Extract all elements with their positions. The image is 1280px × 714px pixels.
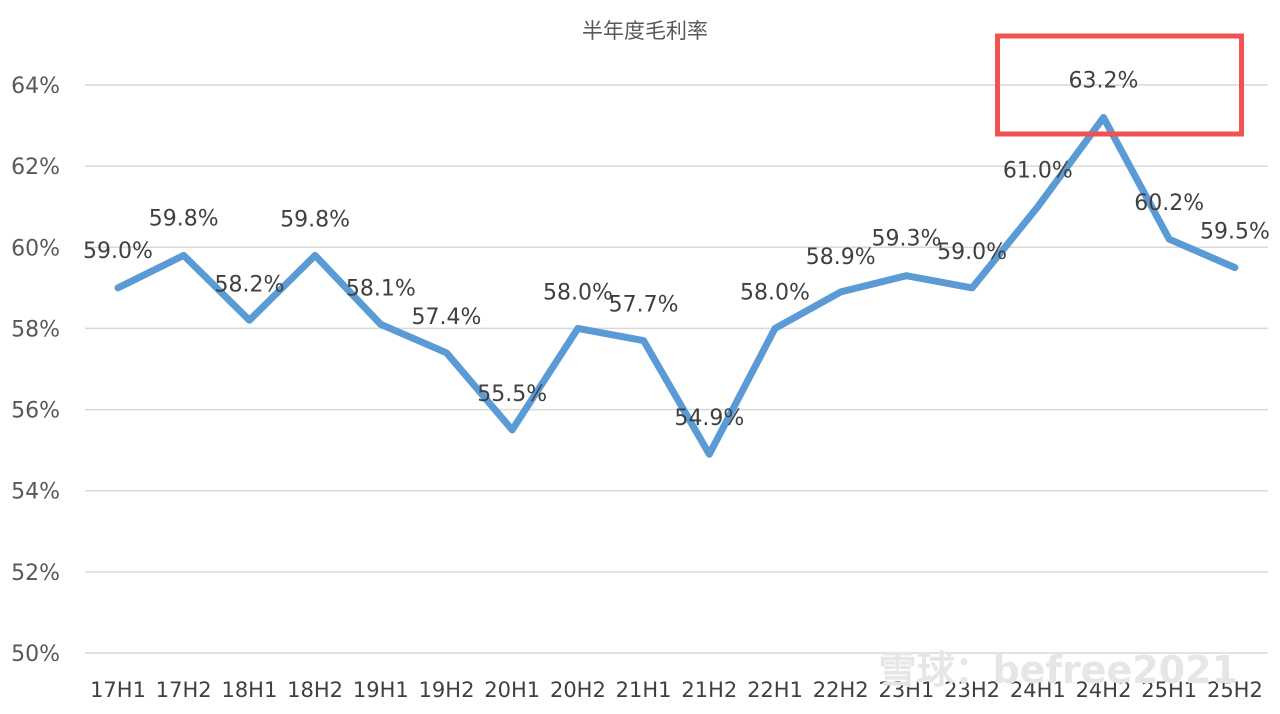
x-tick-label-17H2: 17H2	[156, 678, 212, 702]
x-axis-ticks: 17H1 17H2 18H1 18H2 19H1 19H2 20H1 20H2 21H1 21H2…	[90, 678, 1263, 702]
y-tick-label-54: 54%	[11, 480, 60, 505]
x-tick-label-24H1: 24H1	[1010, 678, 1066, 702]
x-tick-label-22H2: 22H2	[813, 678, 869, 702]
x-tick-label-19H1: 19H1	[353, 678, 409, 702]
x-tick-label-18H2: 18H2	[287, 678, 343, 702]
y-tick-label-52: 52%	[11, 561, 60, 586]
x-tick-label-21H1: 21H1	[616, 678, 672, 702]
watermark: 雪球：befree2021	[878, 648, 1238, 692]
data-label-22H2: 58.9%	[806, 245, 876, 270]
data-label-21H2: 54.9%	[674, 406, 744, 431]
data-label-17H1: 59.0%	[83, 239, 153, 264]
x-tick-label-23H2: 23H2	[944, 678, 1000, 702]
x-tick-label-17H1: 17H1	[90, 678, 146, 702]
data-labels: 59.0% 59.8% 58.2% 59.8% 58.1% 57.4% 55.5% 58.0%…	[83, 68, 1270, 431]
data-label-20H1: 55.5%	[477, 382, 547, 407]
y-tick-label-58: 58%	[11, 317, 60, 342]
data-label-19H1: 58.1%	[346, 276, 416, 301]
x-tick-label-24H2: 24H2	[1076, 678, 1132, 702]
y-tick-label-60: 60%	[11, 236, 60, 261]
data-label-25H2: 59.5%	[1200, 220, 1270, 245]
chart-title: 半年度毛利率	[582, 19, 708, 43]
data-label-18H1: 58.2%	[214, 272, 284, 297]
x-tick-label-21H2: 21H2	[681, 678, 737, 702]
data-label-18H2: 59.8%	[280, 207, 350, 232]
data-label-23H2: 59.0%	[937, 240, 1007, 265]
y-tick-label-64: 64%	[11, 74, 60, 99]
data-label-24H1: 61.0%	[1003, 159, 1073, 184]
data-label-20H2: 58.0%	[543, 280, 613, 305]
x-tick-label-23H1: 23H1	[878, 678, 934, 702]
y-tick-label-50: 50%	[11, 642, 60, 667]
highlight-box	[995, 33, 1244, 137]
x-tick-label-20H1: 20H1	[484, 678, 540, 702]
data-label-24H2: 63.2%	[1069, 68, 1139, 93]
x-tick-label-19H2: 19H2	[419, 678, 475, 702]
data-label-19H2: 57.4%	[412, 305, 482, 330]
x-tick-label-18H1: 18H1	[221, 678, 277, 702]
x-tick-label-25H1: 25H1	[1141, 678, 1197, 702]
data-label-23H1: 59.3%	[871, 227, 941, 252]
data-label-17H2: 59.8%	[149, 206, 219, 231]
x-tick-label-20H2: 20H2	[550, 678, 606, 702]
y-tick-label-56: 56%	[11, 399, 60, 424]
data-label-25H1: 60.2%	[1134, 191, 1204, 216]
data-label-22H1: 58.0%	[740, 280, 810, 305]
y-tick-label-62: 62%	[11, 155, 60, 180]
gross-margin-series-line	[114, 114, 1239, 458]
x-tick-label-22H1: 22H1	[747, 678, 803, 702]
y-axis-ticks: 50% 52% 54% 56% 58% 60% 62% 64%	[11, 74, 60, 667]
x-tick-label-25H2: 25H2	[1207, 678, 1263, 702]
gridlines	[85, 84, 1268, 654]
data-label-21H1: 57.7%	[609, 293, 679, 318]
